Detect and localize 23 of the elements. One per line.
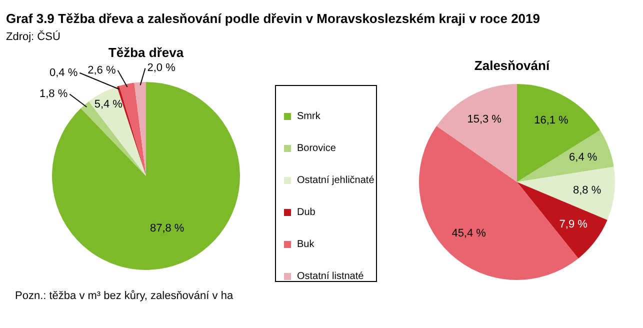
text: Pozn.: těžba v m³ bez kůry, zalesňování v ha bbox=[15, 290, 234, 302]
legend-label: Dub bbox=[297, 206, 316, 218]
data-label: 16,1 % bbox=[534, 114, 569, 126]
chart-title: Zalesňování bbox=[473, 58, 551, 73]
data-label: 15,3 % bbox=[467, 113, 502, 126]
text: Graf 3.9 Těžba dřeva a zalesňování podle dřevin v Moravskoslezském kraji v roce 2019 bbox=[6, 11, 540, 26]
legend-label: Ostatní jehličnaté bbox=[297, 174, 374, 186]
data-label: 6,4 % bbox=[569, 151, 598, 164]
data-label: 5,4 % bbox=[94, 98, 123, 110]
data-label: 45,4 % bbox=[452, 228, 486, 240]
data-label: 2,0 % bbox=[147, 62, 176, 74]
text: Zdroj: ČSÚ bbox=[6, 31, 60, 43]
data-label: 7,9 % bbox=[559, 218, 588, 231]
legend-label: Buk bbox=[297, 238, 314, 250]
data-label: 2,6 % bbox=[88, 64, 116, 76]
data-label: 8,8 % bbox=[572, 184, 602, 197]
legend-label: Borovice bbox=[297, 142, 336, 154]
legend-label: Ostatní listnaté bbox=[297, 270, 364, 282]
chart-title: Těžba dřeva bbox=[107, 45, 185, 60]
data-label: 1,8 % bbox=[39, 88, 68, 100]
data-label: 0,4 % bbox=[50, 66, 78, 79]
legend-label: Smrk bbox=[297, 110, 320, 122]
data-label: 87,8 % bbox=[150, 222, 184, 234]
